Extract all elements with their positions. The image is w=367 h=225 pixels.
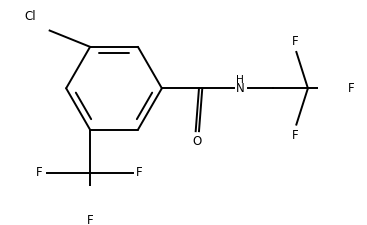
Text: F: F: [36, 166, 42, 179]
Text: F: F: [291, 35, 298, 48]
Text: Cl: Cl: [24, 10, 36, 23]
Text: N: N: [236, 82, 245, 95]
Text: H: H: [236, 75, 244, 85]
Text: F: F: [291, 129, 298, 142]
Text: F: F: [87, 214, 93, 225]
Text: O: O: [193, 135, 202, 148]
Text: F: F: [348, 82, 355, 95]
Text: F: F: [136, 166, 143, 179]
